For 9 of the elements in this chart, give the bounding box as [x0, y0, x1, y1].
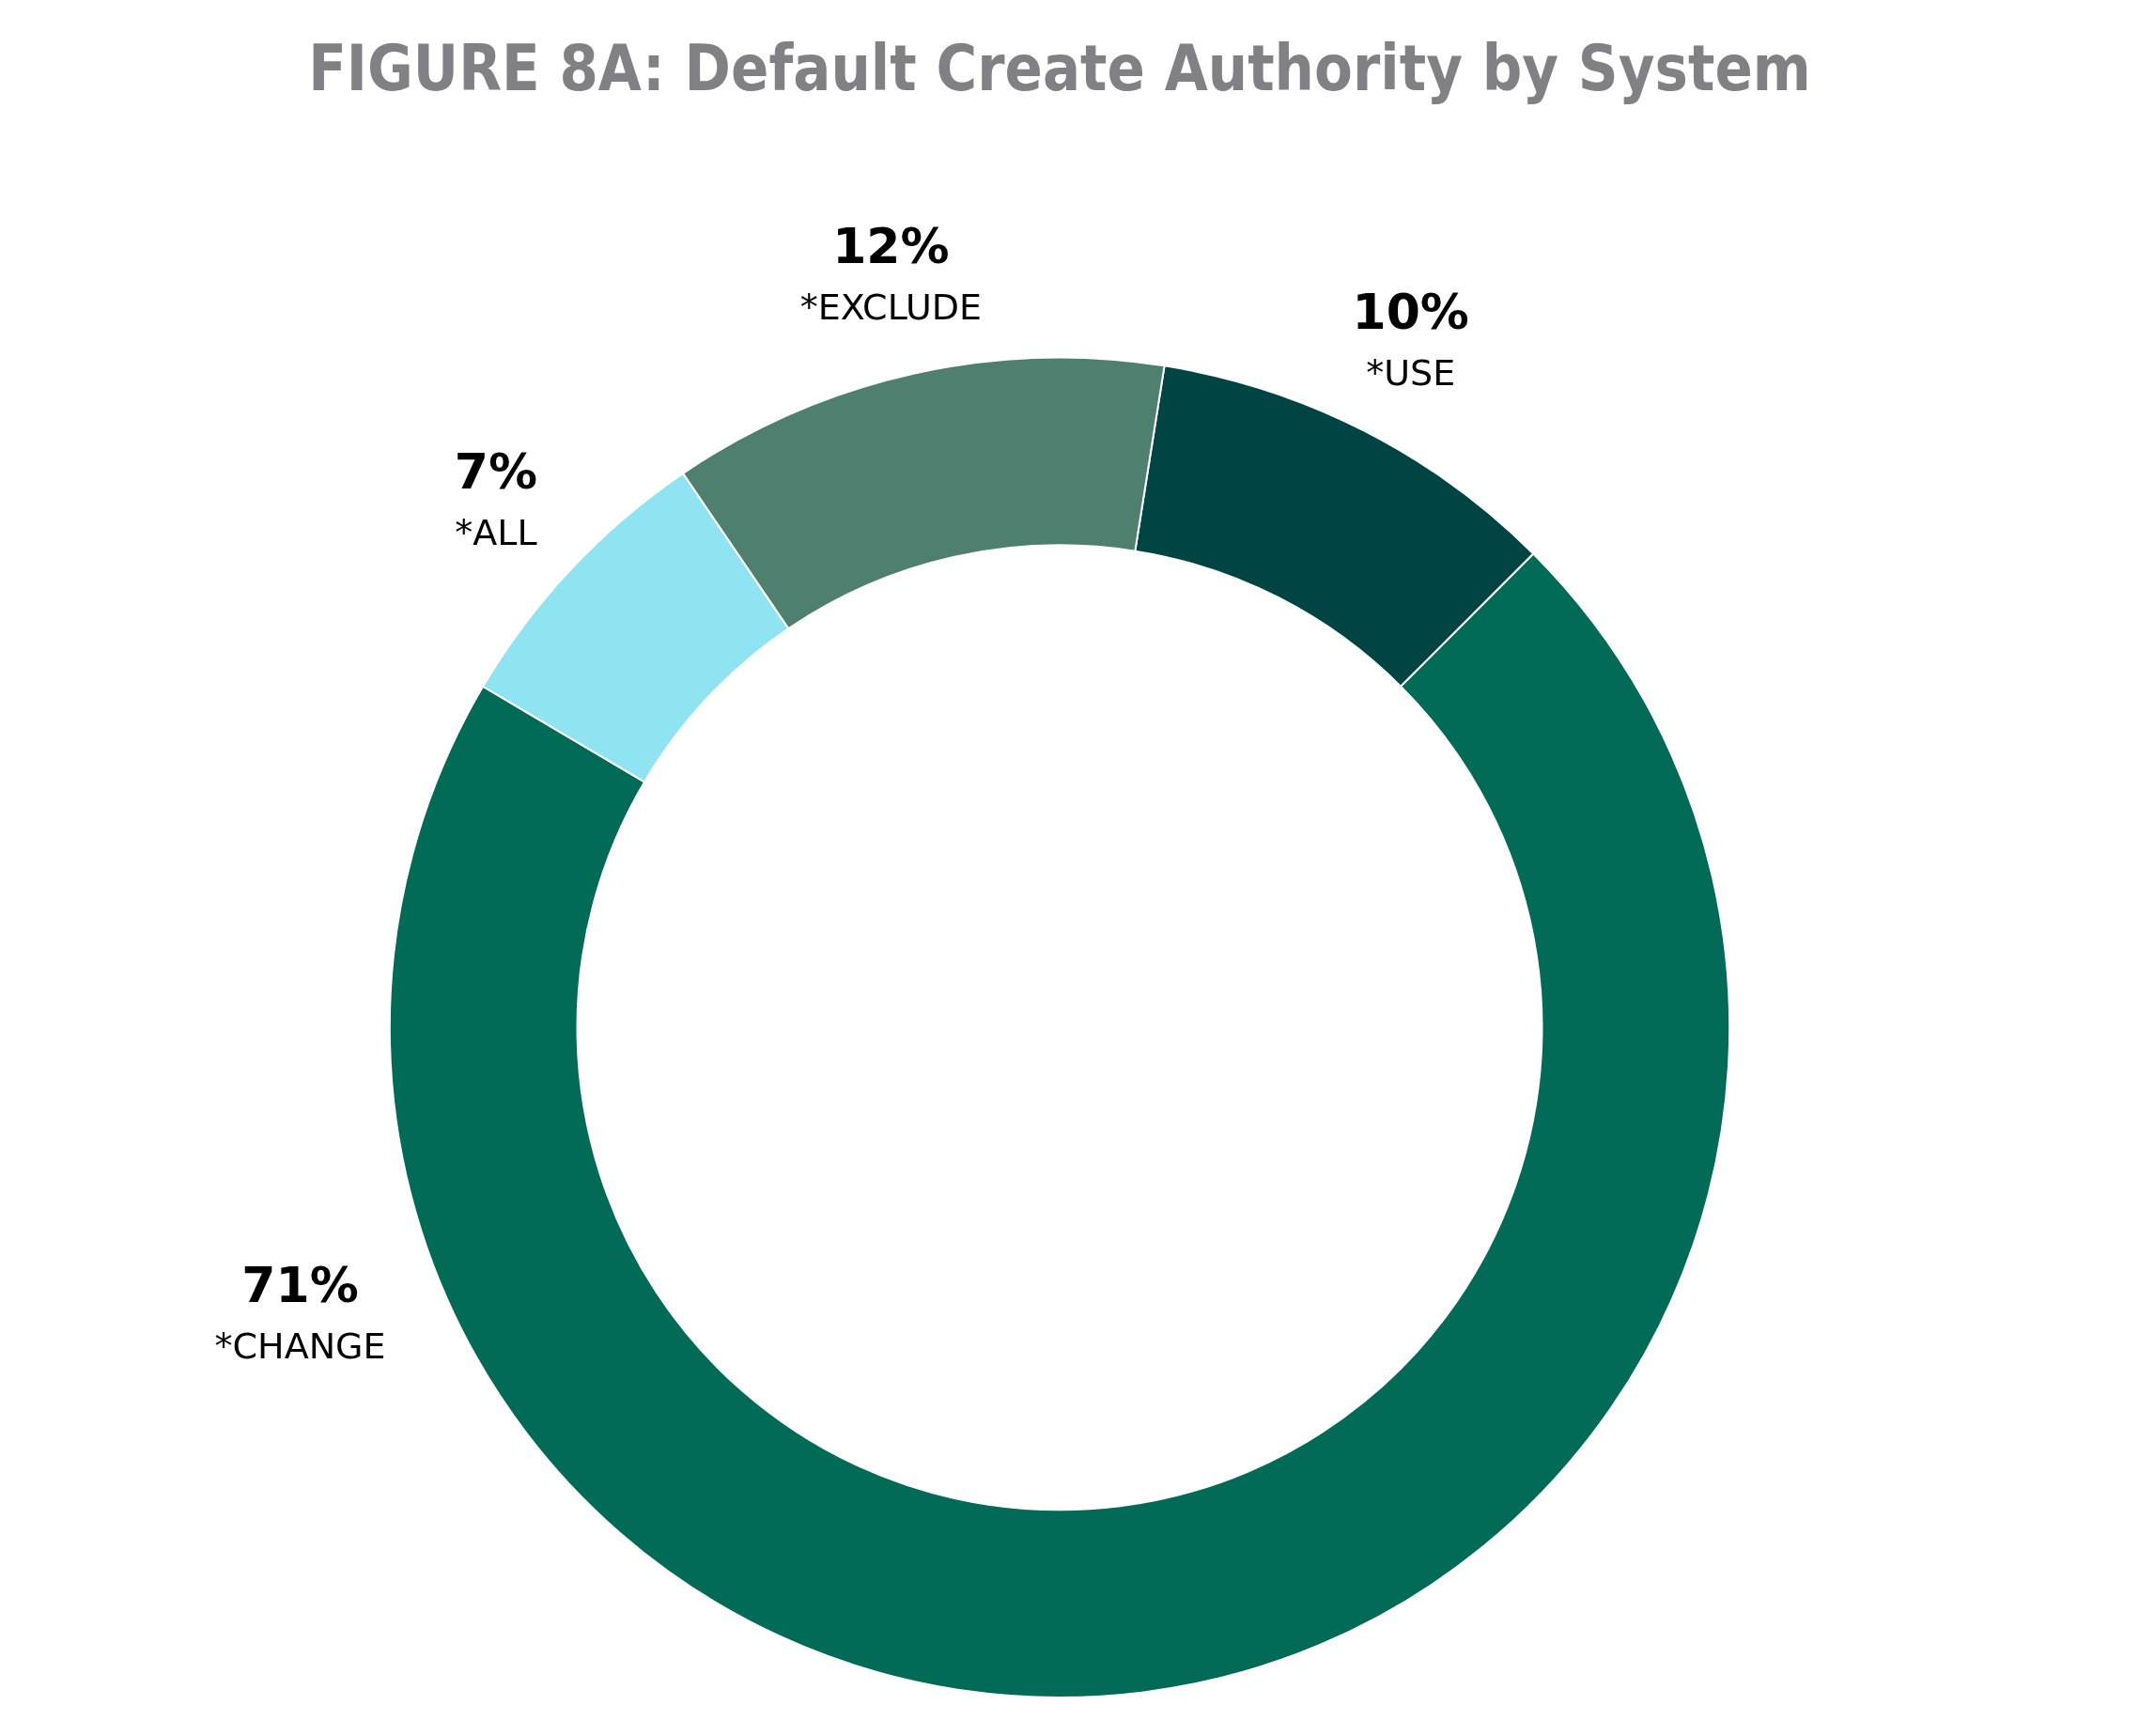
slice-label: *USE	[1366, 352, 1456, 395]
data-label: 7%	[454, 443, 538, 501]
slice-label: *ALL	[455, 512, 537, 554]
data-label: 71%	[241, 1257, 359, 1314]
slice-label: *CHANGE	[214, 1325, 386, 1368]
chart-title: FIGURE 8A: Default Create Authority by System	[308, 31, 1811, 106]
data-label: 10%	[1352, 284, 1469, 341]
slice-label: *EXCLUDE	[799, 287, 983, 329]
data-label: 12%	[832, 218, 950, 275]
